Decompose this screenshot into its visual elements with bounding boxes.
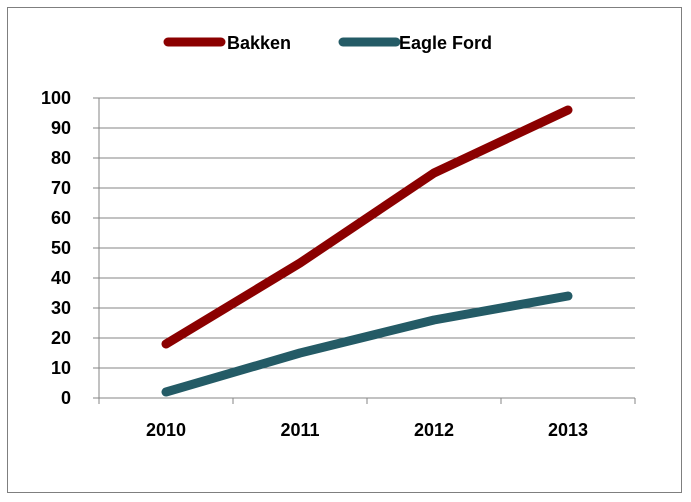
y-tick-label: 20 <box>51 328 71 348</box>
y-tick-label: 0 <box>61 388 71 408</box>
x-tick-label: 2010 <box>146 420 186 440</box>
y-tick-label: 80 <box>51 148 71 168</box>
series-lines <box>161 105 573 397</box>
y-tick-label: 40 <box>51 268 71 288</box>
y-tick-label: 30 <box>51 298 71 318</box>
y-tick-label: 100 <box>41 88 71 108</box>
y-tick-label: 50 <box>51 238 71 258</box>
gridlines <box>99 97 635 369</box>
y-tick-label: 70 <box>51 178 71 198</box>
series-line-bakken <box>161 105 573 349</box>
y-tick-label: 10 <box>51 358 71 378</box>
series-line-eagle-ford <box>161 291 573 397</box>
x-tick-label: 2013 <box>548 420 588 440</box>
x-tick-label: 2011 <box>280 420 319 440</box>
legend-label: Eagle Ford <box>399 33 492 53</box>
x-tick-label: 2012 <box>414 420 454 440</box>
y-tick-label: 90 <box>51 118 71 138</box>
chart-frame <box>7 7 682 493</box>
x-tick-labels: 2010 2011 2012 2013 <box>146 420 588 440</box>
y-tick-labels: 0 10 20 30 40 50 60 70 80 90 100 <box>41 88 71 408</box>
legend-label: Bakken <box>227 33 291 53</box>
axes <box>93 97 636 404</box>
y-tick-label: 60 <box>51 208 71 228</box>
legend: Bakken Eagle Ford <box>163 33 492 53</box>
